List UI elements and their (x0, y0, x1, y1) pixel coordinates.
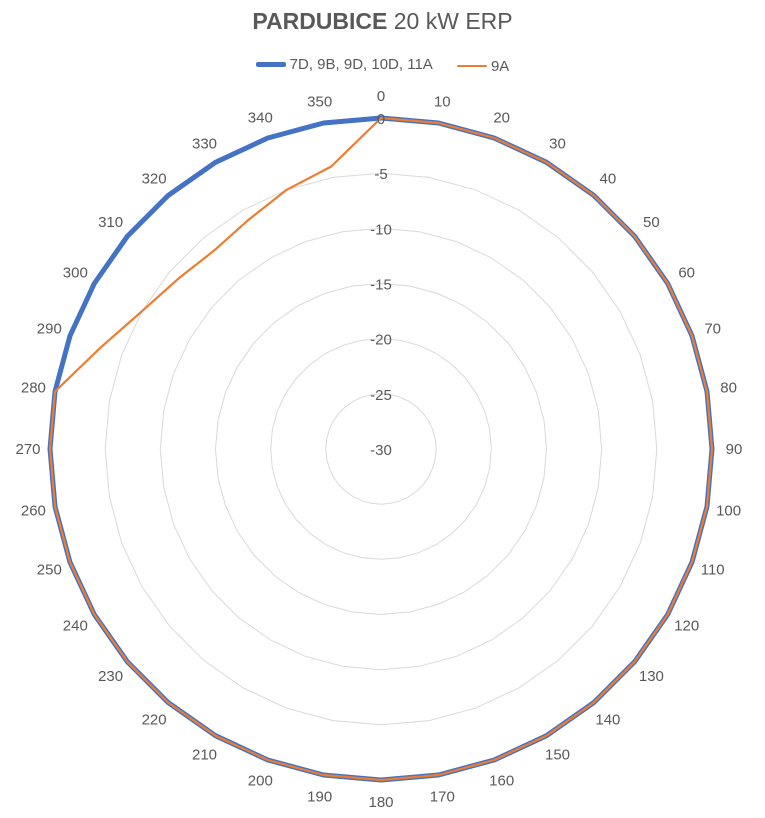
series-line-2 (48, 116, 714, 782)
angle-tick-label: 160 (489, 773, 514, 790)
legend-label-series-1: 7D, 9B, 9D, 10D, 11A (289, 56, 433, 73)
angle-tick-label: 20 (493, 109, 510, 126)
angle-tick-label: 230 (98, 668, 123, 685)
angle-tick-label: 110 (701, 562, 725, 579)
angle-tick-label: 0 (377, 88, 385, 105)
angle-tick-label: 10 (434, 93, 451, 110)
radial-tick-label: -20 (370, 332, 392, 349)
radial-tick-label: -25 (370, 387, 392, 404)
angle-tick-label: 50 (643, 214, 660, 231)
angle-tick-label: 330 (192, 135, 217, 152)
radial-tick-label: -15 (370, 277, 392, 294)
angle-tick-label: 280 (21, 380, 46, 397)
legend-item-series-2: 9A (456, 57, 510, 75)
angle-tick-label: 100 (716, 502, 741, 519)
chart-title-rest: 20 kW ERP (387, 8, 513, 34)
angle-tick-label: 140 (595, 711, 620, 728)
angle-tick-label: 200 (248, 773, 273, 790)
angle-tick-label: 170 (430, 789, 455, 806)
angle-tick-label: 300 (63, 265, 88, 282)
legend-item-series-1: 7D, 9B, 9D, 10D, 11A (255, 56, 433, 73)
legend-label-series-2: 9A (490, 57, 510, 75)
angle-tick-label: 120 (674, 618, 699, 635)
radial-tick-label: 0 (377, 111, 385, 128)
angle-tick-label: 30 (549, 135, 566, 152)
angle-tick-label: 150 (545, 747, 570, 764)
grid-ring (325, 393, 437, 505)
series-layer (47, 115, 715, 783)
chart-title-bold: PARDUBICE (252, 8, 388, 34)
angle-tick-label: 220 (142, 711, 167, 728)
axis-labels: 0 -5 -10 -15 -20 -25 -30 0 10 20 30 40 50 60 70 80 90 100… (15, 88, 742, 811)
legend-swatch-series-2 (456, 65, 487, 67)
angle-tick-label: 310 (98, 214, 123, 231)
angle-tick-label: 60 (678, 265, 695, 282)
angle-tick-label: 190 (307, 789, 332, 806)
angle-tick-label: 40 (600, 171, 617, 188)
angle-tick-label: 250 (37, 562, 62, 579)
grid-ring (159, 227, 603, 671)
chart-legend: 7D, 9B, 9D, 10D, 11A 9A (0, 54, 765, 75)
angle-tick-label: 240 (63, 618, 88, 635)
angle-tick-label: 290 (37, 320, 62, 337)
radial-tick-label: -30 (370, 442, 392, 459)
angle-tick-label: 340 (248, 109, 273, 126)
chart-title: PARDUBICE 20 kW ERP (0, 8, 765, 35)
angle-tick-label: 90 (726, 441, 743, 458)
angle-tick-label: 260 (21, 502, 46, 519)
angle-tick-label: 320 (142, 171, 167, 188)
angle-tick-label: 70 (704, 320, 721, 337)
angle-tick-label: 180 (368, 794, 393, 811)
angle-tick-label: 270 (15, 441, 40, 458)
legend-swatch-series-1 (255, 62, 286, 67)
angle-tick-label: 210 (192, 747, 217, 764)
angle-tick-label: 350 (307, 93, 332, 110)
grid-ring (270, 338, 492, 560)
angle-tick-label: 80 (720, 380, 737, 397)
radial-tick-label: -5 (374, 166, 387, 183)
angle-tick-label: 130 (639, 668, 664, 685)
grid-ring (214, 282, 548, 616)
radial-tick-label: -10 (370, 221, 392, 238)
